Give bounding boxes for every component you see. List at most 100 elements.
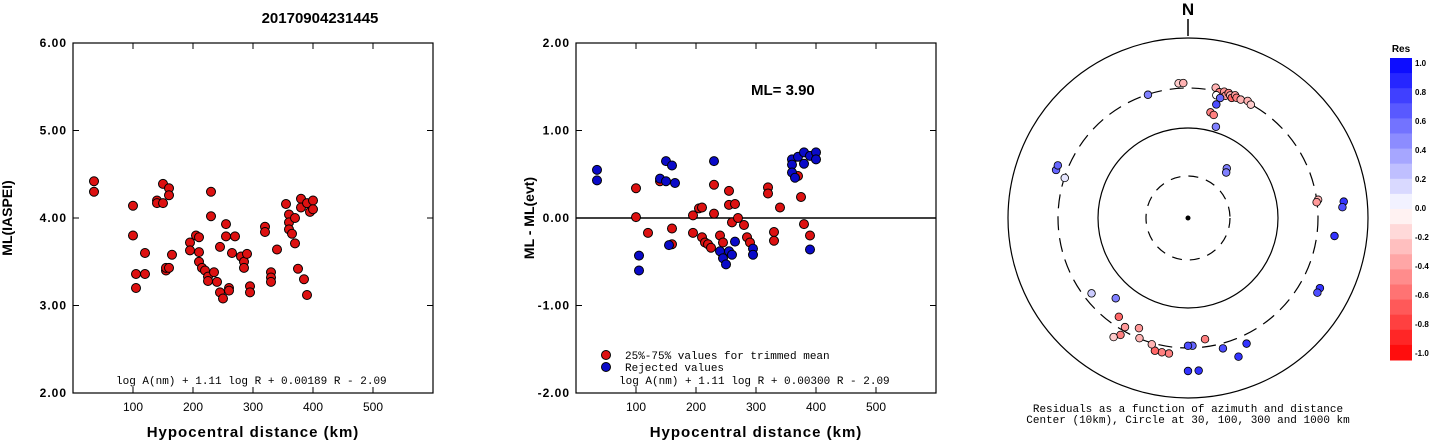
accepted-point [688, 210, 698, 221]
ml-point [89, 186, 99, 197]
legend-accepted-label: 25%-75% values for trimmed mean [625, 351, 830, 363]
x-tick-label: 400 [806, 400, 826, 414]
station-residual-point [1114, 312, 1124, 321]
colorbar-cell [1390, 73, 1412, 89]
ml-point [131, 283, 141, 293]
polar-caption-line2: Center (10km), Circle at 30, 100, 300 an… [1026, 415, 1350, 427]
residual-formula: log A(nm) + 1.11 log R + 0.00300 R - 2.0… [619, 376, 890, 388]
station-residual-point [1312, 198, 1321, 207]
colorbar-cell [1390, 254, 1412, 270]
ml-point [308, 195, 318, 206]
ml-point [293, 263, 303, 274]
ml-point [272, 244, 282, 255]
ml-point [128, 200, 138, 211]
y-tick-label: 2.00 [40, 386, 67, 400]
ml-point [164, 190, 174, 201]
residual-station-points [592, 147, 821, 276]
ml-point [221, 231, 231, 242]
ml-point [221, 219, 231, 230]
residual-legend: 25%-75% values for trimmed mean Rejected… [601, 350, 830, 375]
station-residual-point [1111, 294, 1120, 303]
colorbar-tick-label: 1.0 [1415, 59, 1427, 68]
colorbar-title: Res [1392, 44, 1411, 55]
colorbar-cell [1390, 163, 1412, 180]
ml-point [224, 285, 234, 296]
station-residual-point [1183, 366, 1193, 376]
accepted-point [775, 202, 785, 213]
ml-point [164, 262, 174, 273]
residual-y-axis: -2.00 -1.00 0.00 1.00 2.00 [538, 36, 936, 400]
ml-y-label: ML(IASPEI) [0, 180, 15, 255]
station-residual-point [1134, 323, 1144, 333]
station-residual-point [1194, 366, 1203, 375]
circle-100km [1097, 127, 1279, 309]
polar-station-points [1051, 78, 1348, 376]
colorbar-cell [1390, 239, 1412, 255]
colorbar-cell [1390, 103, 1412, 119]
ml-x-axis: 100 200 300 400 500 [123, 43, 383, 414]
rejected-point [634, 265, 644, 276]
event-title: 20170904231445 [262, 10, 379, 27]
accepted-point [796, 192, 806, 202]
ml-point [89, 176, 99, 187]
ml-point [194, 247, 204, 258]
colorbar-cell [1390, 58, 1412, 74]
residual-y-label: ML - ML(evt) [521, 177, 537, 259]
north-label: N [1182, 0, 1194, 19]
rejected-point [661, 176, 671, 187]
x-tick-label: 100 [123, 400, 143, 414]
x-tick-label: 300 [243, 400, 263, 414]
colorbar-tick-label: -1.0 [1415, 349, 1429, 358]
station-residual-point [1164, 349, 1174, 358]
ml-point [245, 287, 255, 298]
accepted-point [763, 188, 773, 199]
colorbar-tick-label: 0.2 [1415, 175, 1427, 184]
ml-point [209, 267, 219, 278]
ml-point [287, 228, 297, 239]
accepted-point [667, 223, 677, 234]
colorbar-cell [1390, 178, 1412, 195]
ml-point [290, 213, 300, 223]
station-residual-point [1087, 289, 1096, 298]
x-tick-label: 300 [746, 400, 766, 414]
station-residual-point [1183, 341, 1193, 350]
y-tick-label: 5.00 [40, 124, 67, 138]
ml-point [140, 269, 150, 279]
rejected-point [799, 158, 809, 169]
legend-accepted-marker [601, 350, 611, 360]
colorbar-tick-label: -0.8 [1415, 320, 1429, 329]
station-residual-point [1120, 322, 1130, 332]
colorbar-cell [1390, 193, 1412, 210]
ml-point [128, 230, 138, 241]
accepted-point [643, 227, 653, 238]
accepted-point [706, 242, 716, 253]
station-residual-point [1179, 78, 1188, 88]
accepted-point [799, 219, 809, 230]
accepted-point [739, 220, 749, 230]
accepted-point [769, 227, 779, 237]
rejected-point [670, 178, 680, 188]
colorbar-cell [1390, 148, 1412, 165]
colorbar-gradient [1390, 58, 1412, 361]
ml-point [218, 293, 228, 304]
colorbar-cell [1390, 329, 1412, 346]
colorbar-cell [1390, 133, 1412, 150]
ml-y-axis: 2.00 3.00 4.00 5.00 6.00 [40, 36, 433, 400]
station-residual-point [1212, 100, 1221, 109]
x-tick-label: 500 [363, 400, 383, 414]
ml-x-label: Hypocentral distance (km) [147, 424, 360, 441]
ml-iaspei-chart: 100 200 300 400 500 2.00 3.00 4.00 5.00 6.00 log… [0, 36, 434, 441]
y-tick-label: 0.00 [543, 211, 570, 225]
x-tick-label: 500 [866, 400, 886, 414]
polar-caption-line1: Residuals as a function of azimuth and d… [1033, 404, 1343, 416]
x-tick-label: 100 [626, 400, 646, 414]
accepted-point [718, 237, 728, 248]
colorbar-cell [1390, 269, 1412, 285]
rejected-point [811, 154, 821, 165]
ml-point [194, 232, 204, 243]
ml-point [266, 276, 276, 287]
y-tick-label: -1.00 [538, 299, 570, 313]
colorbar-tick-label: 0.6 [1415, 117, 1427, 126]
colorbar-cell [1390, 284, 1412, 301]
